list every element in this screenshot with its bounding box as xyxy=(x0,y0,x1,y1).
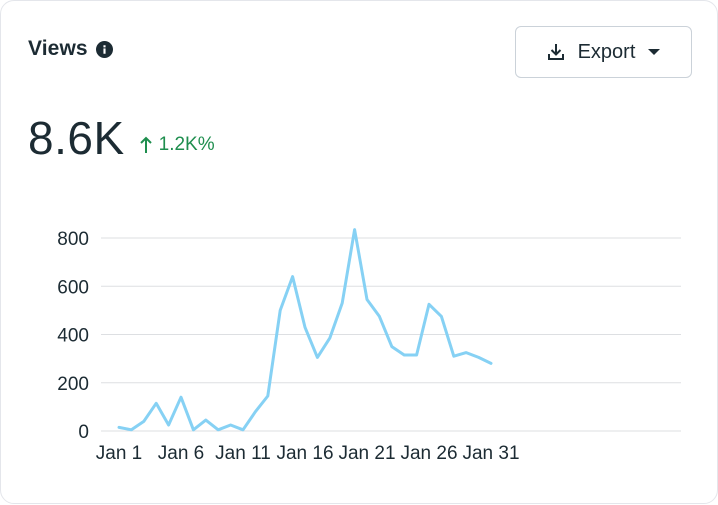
x-tick-label: Jan 1 xyxy=(96,443,142,464)
metric-value: 8.6K xyxy=(28,112,125,164)
x-tick-label: Jan 11 xyxy=(215,443,271,464)
metric-summary: 8.6K 1.2K% xyxy=(28,111,215,165)
metric-delta-value: 1.2K% xyxy=(158,134,215,155)
caret-down-icon xyxy=(648,49,661,55)
views-series-line xyxy=(117,228,493,432)
x-tick-label: Jan 16 xyxy=(276,443,333,464)
y-tick-label: 0 xyxy=(78,422,89,443)
y-tick-label: 800 xyxy=(57,229,89,250)
x-tick-label: Jan 6 xyxy=(158,443,204,464)
y-tick-label: 400 xyxy=(57,326,89,347)
export-button[interactable]: Export xyxy=(515,26,692,78)
download-icon xyxy=(547,44,564,60)
y-tick-label: 200 xyxy=(57,374,89,395)
x-tick-label: Jan 26 xyxy=(400,443,457,464)
export-label: Export xyxy=(577,40,636,63)
x-tick-label: Jan 21 xyxy=(338,443,395,464)
metric-delta: 1.2K% xyxy=(139,134,215,156)
card-title: Views xyxy=(28,37,88,60)
x-tick-label: Jan 31 xyxy=(462,443,519,464)
arrow-up-icon xyxy=(139,136,152,153)
card-header: Views xyxy=(28,37,113,61)
info-icon[interactable] xyxy=(95,40,113,58)
y-tick-label: 600 xyxy=(57,277,89,298)
